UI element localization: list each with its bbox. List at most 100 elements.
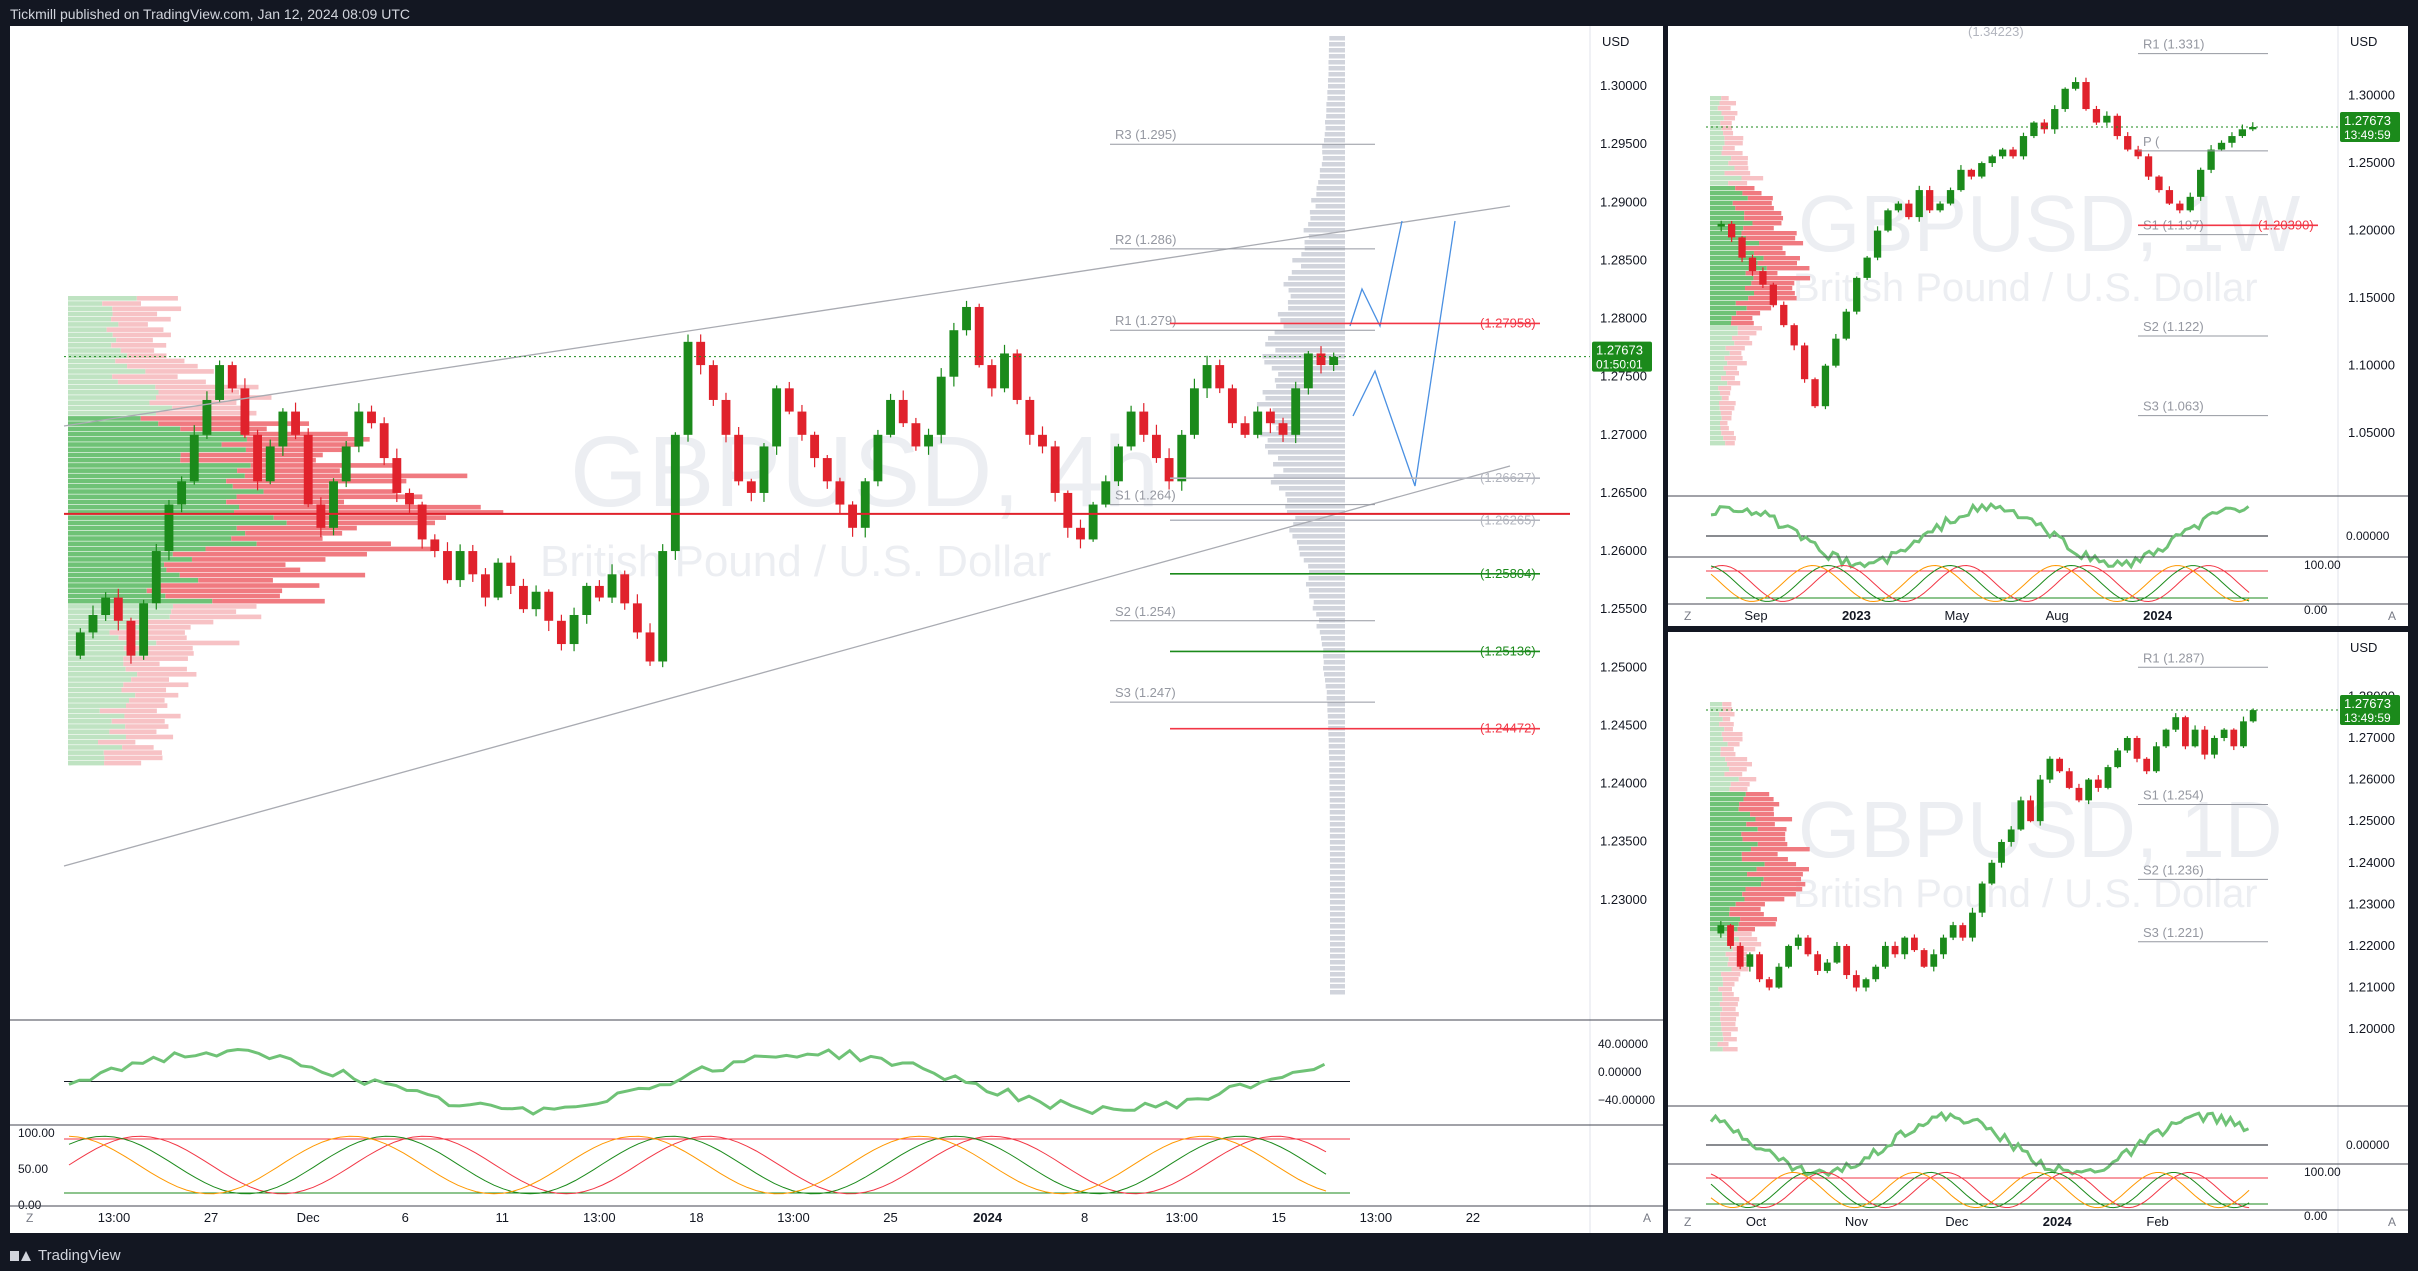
profile-bar-up <box>68 562 165 567</box>
profile-bar-gray <box>1285 504 1345 509</box>
time-tick-label: 6 <box>402 1210 409 1225</box>
profile-bar-up <box>68 478 227 484</box>
profile-bar-up <box>1710 381 1728 386</box>
pivot-label: R3 (1.295) <box>1115 127 1176 142</box>
candle-body <box>898 399 908 424</box>
profile-bar-up <box>68 739 99 745</box>
profile-bar-up <box>1710 401 1719 406</box>
profile-bar-up <box>68 343 112 348</box>
candle-body <box>1852 975 1860 988</box>
profile-bar-gray <box>1329 954 1345 959</box>
candle-body <box>468 551 478 575</box>
profile-bar-up <box>1710 301 1736 306</box>
profile-bar-gray <box>1303 558 1345 563</box>
profile-bar-up <box>1710 226 1744 231</box>
profile-bar-up <box>1710 907 1730 912</box>
level-label: (1.27958) <box>1480 315 1536 330</box>
candle-body <box>291 411 300 435</box>
profile-bar-gray <box>1323 666 1345 671</box>
chart-panel-weekly[interactable]: GBPUSD, 1W British Pound / U.S. Dollar USD… <box>1668 26 2408 626</box>
profile-bar-up <box>1710 727 1725 732</box>
chart-panel-daily[interactable]: GBPUSD, 1D British Pound / U.S. Dollar USD… <box>1668 632 2408 1233</box>
profile-bar-up <box>68 296 137 301</box>
profile-bar-down <box>1722 737 1743 742</box>
profile-bar-down <box>1757 842 1788 847</box>
pivot-label: S3 (1.247) <box>1115 685 1176 700</box>
candle-body <box>1316 353 1326 366</box>
tradingview-logo[interactable]: TradingView <box>10 1247 121 1264</box>
candle-body <box>1738 237 1746 258</box>
candle-body <box>544 591 554 621</box>
profile-bar-gray <box>1328 66 1345 71</box>
profile-bar-down <box>116 337 153 343</box>
last-price-badge <box>2340 111 2400 142</box>
profile-bar-gray <box>1308 234 1345 239</box>
candle-body <box>1012 353 1022 400</box>
candle-body <box>2092 109 2101 123</box>
profile-bar-gray <box>1323 654 1345 659</box>
profile-bar-gray <box>1324 132 1345 137</box>
profile-bar-gray <box>1296 540 1345 545</box>
profile-bar-down <box>1719 406 1735 411</box>
profile-bar-up <box>1710 306 1747 311</box>
profile-bar-gray <box>1308 222 1345 227</box>
profile-bar-up <box>68 630 110 635</box>
candle-body <box>1765 979 1773 988</box>
profile-bar-up <box>68 724 126 729</box>
profile-bar-up <box>1710 141 1725 146</box>
profile-bar-gray <box>1328 60 1345 65</box>
profile-bar-down <box>164 562 286 567</box>
profile-bar-up <box>68 463 251 468</box>
candle-body <box>974 306 984 366</box>
profile-bar-down <box>122 745 154 750</box>
profile-bar-up <box>68 510 234 515</box>
profile-bar-gray <box>1329 978 1345 983</box>
brand-label: TradingView <box>38 1247 121 1264</box>
profile-bar-gray <box>1319 168 1345 173</box>
profile-bar-gray <box>1283 282 1345 287</box>
profile-bar-down <box>136 296 178 301</box>
candle-body <box>1063 492 1073 528</box>
profile-bar-up <box>68 598 213 604</box>
profile-bar-down <box>112 332 171 338</box>
profile-bar-gray <box>1329 786 1345 791</box>
profile-bar-down <box>1747 196 1773 201</box>
profile-bar-up <box>68 447 246 453</box>
profile-bar-gray <box>1256 402 1345 407</box>
candle-body <box>2165 190 2174 204</box>
profile-bar-up <box>1710 1012 1721 1017</box>
candle-body <box>1151 434 1161 459</box>
profile-bar-gray <box>1329 900 1345 905</box>
profile-bar-up <box>1710 862 1765 867</box>
candle-body <box>1946 190 1955 204</box>
profile-bar-down <box>244 473 468 479</box>
profile-bar-down <box>1725 952 1748 957</box>
profile-bar-down <box>158 390 240 395</box>
profile-bar-up <box>68 468 238 473</box>
profile-bar-gray <box>1308 588 1345 593</box>
profile-bar-up <box>1710 702 1723 707</box>
profile-bar-up <box>68 640 157 646</box>
profile-bar-up <box>1710 231 1742 236</box>
candle-body <box>2085 779 2093 801</box>
profile-bar-up <box>68 348 121 353</box>
chart-panel-4h[interactable]: GBPUSD, 4h British Pound / U.S. Dollar USD… <box>10 26 1663 1233</box>
profile-bar-up <box>68 337 117 343</box>
price-axis: USD 1.30000 1.29500 1.29000 1.28500 1.28000 1.… <box>1589 26 1647 1233</box>
price-tick-label: 1.30000 <box>1600 78 1647 93</box>
profile-bar-up <box>68 437 247 442</box>
candle-body <box>2027 800 2034 822</box>
profile-bar-down <box>1744 286 1793 291</box>
profile-bar-up <box>1710 426 1721 431</box>
profile-bar-gray <box>1326 696 1345 701</box>
profile-bar-down <box>273 515 447 520</box>
profile-bar-up <box>1710 336 1732 341</box>
candle-body <box>835 481 845 505</box>
profile-bar-down <box>233 510 504 515</box>
profile-bar-down <box>129 698 165 703</box>
profile-bar-down <box>131 677 169 682</box>
profile-bar-down <box>1741 857 1788 862</box>
candle-body <box>1905 203 1913 218</box>
profile-bar-down <box>1729 912 1764 917</box>
candle-body <box>253 434 263 482</box>
